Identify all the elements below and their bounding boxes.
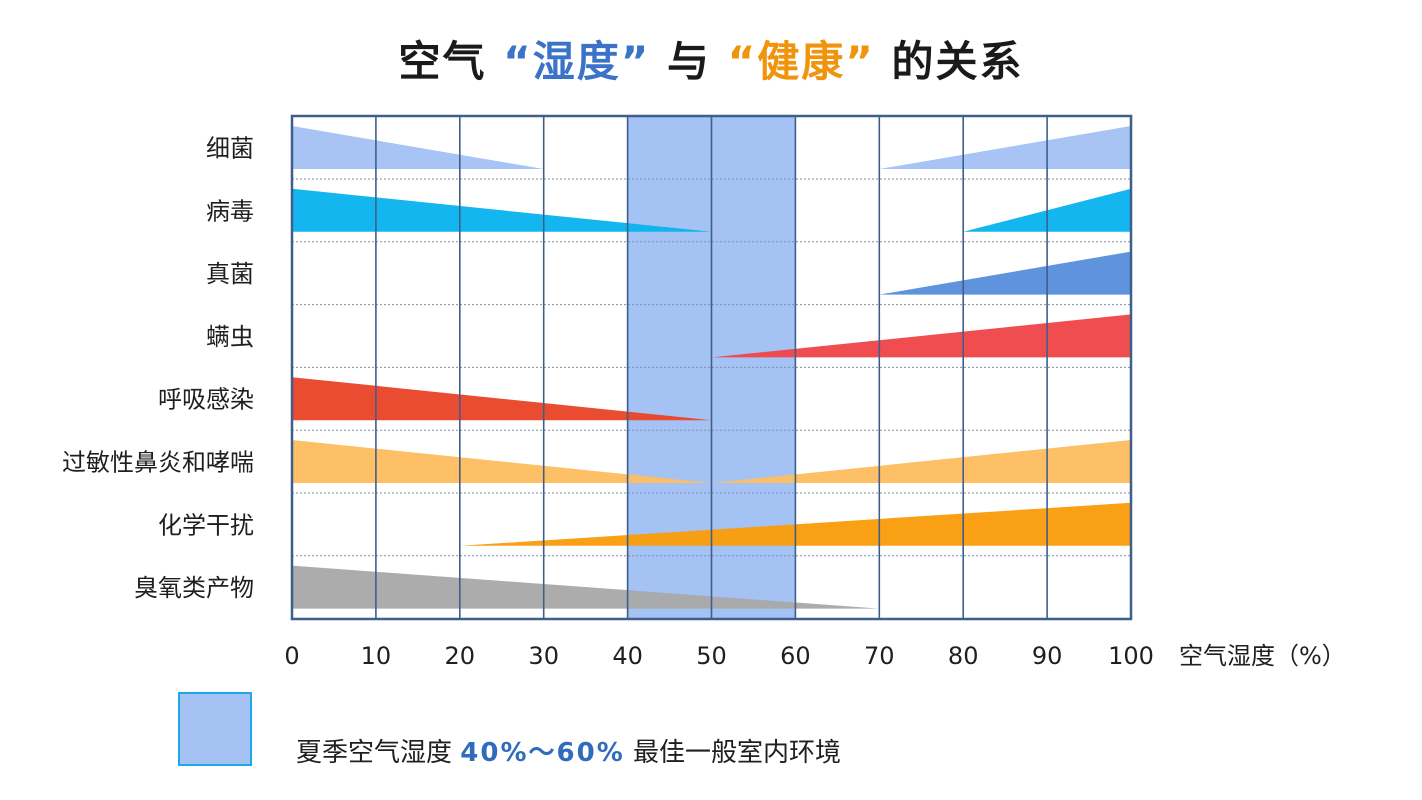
legend-swatch (178, 692, 252, 766)
series-wedge (711, 440, 1131, 483)
x-tick-label: 30 (528, 642, 559, 670)
x-tick-label: 20 (445, 642, 476, 670)
x-tick-label: 10 (361, 642, 392, 670)
x-tick-label: 0 (284, 642, 299, 670)
series-wedge (963, 188, 1131, 232)
series-wedge (292, 188, 712, 232)
title-humidity: “湿度” (503, 37, 651, 86)
series-wedge (879, 251, 1131, 295)
x-tick-label: 100 (1108, 642, 1154, 670)
series-wedge (711, 314, 1131, 358)
x-tick-label: 40 (612, 642, 643, 670)
row-label: 呼吸感染 (158, 386, 254, 414)
title-part-1: 空气 (398, 37, 487, 86)
series-wedge (879, 126, 1131, 169)
legend-text-after: 最佳一般室内环境 (633, 738, 842, 768)
legend-text: 夏季空气湿度 40%～60% 最佳一般室内环境 (296, 732, 841, 769)
row-label: 过敏性鼻炎和哮喘 (62, 449, 254, 477)
plot-frame (290, 114, 1133, 621)
series-wedge (292, 440, 712, 483)
legend-range: 40%～60% (460, 738, 625, 768)
x-tick-label: 50 (696, 642, 727, 670)
x-tick-label: 60 (780, 642, 811, 670)
series-wedge (292, 377, 712, 421)
row-label: 病毒 (206, 197, 254, 225)
row-label: 细菌 (206, 135, 254, 163)
series-wedge (292, 126, 544, 169)
x-tick-label: 70 (864, 642, 895, 670)
row-label: 化学干扰 (158, 511, 254, 539)
title-part-3: 与 (666, 37, 711, 86)
row-label: 螨虫 (206, 323, 254, 351)
title-part-5: 的关系 (891, 37, 1024, 86)
row-label: 真菌 (206, 260, 254, 288)
legend-text-before: 夏季空气湿度 (296, 738, 453, 768)
chart-title: 空气 “湿度” 与 “健康” 的关系 (0, 28, 1422, 89)
x-tick-label: 80 (948, 642, 979, 670)
title-health: “健康” (727, 37, 875, 86)
x-tick-label: 90 (1032, 642, 1063, 670)
x-axis-title: 空气湿度（%） (1179, 642, 1346, 670)
row-label: 臭氧类产物 (134, 574, 254, 602)
series-wedge (292, 565, 880, 609)
